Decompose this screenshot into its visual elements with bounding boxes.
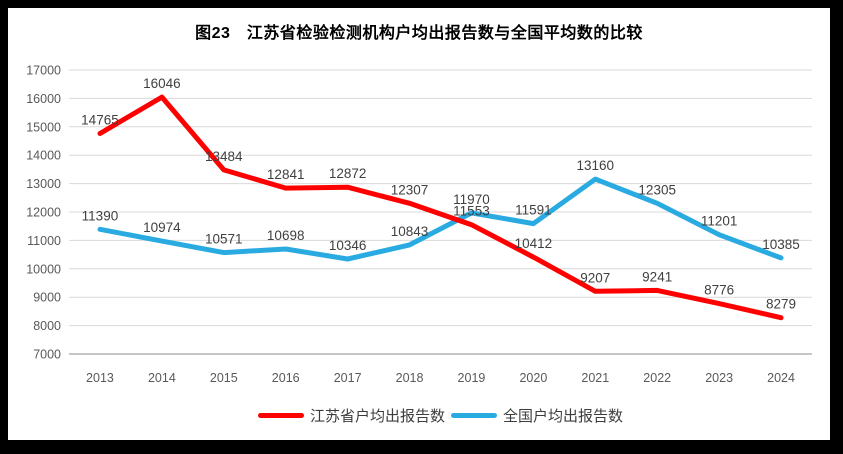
y-tick-label: 14000 <box>26 149 61 163</box>
chart-legend: 江苏省户均出报告数 全国户均出报告数 <box>69 405 812 426</box>
data-label-national: 10843 <box>391 224 429 239</box>
data-label-jiangsu: 10412 <box>515 236 553 251</box>
data-label-national: 10698 <box>267 228 305 243</box>
x-tick-label: 2020 <box>519 371 547 385</box>
y-tick-label: 10000 <box>26 262 61 276</box>
x-tick-label: 2021 <box>581 371 609 385</box>
x-tick-label: 2022 <box>643 371 671 385</box>
data-label-jiangsu: 14765 <box>81 112 119 127</box>
series-line-national <box>97 176 784 262</box>
data-label-jiangsu: 9207 <box>580 270 610 285</box>
y-tick-label: 13000 <box>26 177 61 191</box>
series-line-jiangsu <box>97 94 784 321</box>
data-label-jiangsu: 12872 <box>329 166 367 181</box>
y-tick-label: 8000 <box>33 319 61 333</box>
x-tick-label: 2023 <box>705 371 733 385</box>
data-label-jiangsu: 8279 <box>766 297 796 312</box>
data-label-national: 11201 <box>701 214 738 229</box>
data-label-jiangsu: 8776 <box>704 283 734 298</box>
line-chart: 7000 8000 9000 10000 11000 12000 13000 14000 150… <box>26 64 812 385</box>
chart-title: 图23 江苏省检验检测机构户均出报告数与全国平均数的比较 <box>195 25 643 42</box>
x-tick-label: 2015 <box>210 371 238 385</box>
y-tick-label: 11000 <box>27 234 61 248</box>
legend-line-swatch-jiangsu <box>257 413 304 418</box>
y-tick-label: 7000 <box>33 348 61 362</box>
data-label-national: 10974 <box>143 220 181 235</box>
legend-label-national: 全国户均出报告数 <box>503 408 624 425</box>
data-label-jiangsu: 12307 <box>391 182 429 197</box>
data-label-jiangsu: 13484 <box>205 149 243 164</box>
y-tick-label: 15000 <box>26 120 61 134</box>
y-tick-label: 17000 <box>26 64 61 78</box>
data-label-national: 11390 <box>82 208 119 223</box>
chart-panel: 图23 江苏省检验检测机构户均出报告数与全国平均数的比较 7000 8000 900… <box>8 8 830 440</box>
x-tick-label: 2013 <box>86 371 114 385</box>
data-label-jiangsu: 12841 <box>267 167 305 182</box>
data-label-national: 10385 <box>762 237 800 252</box>
data-label-national: 13160 <box>577 158 615 173</box>
legend-item-national: 全国户均出报告数 <box>451 405 623 426</box>
legend-label-jiangsu: 江苏省户均出报告数 <box>309 408 445 425</box>
x-tick-label: 2018 <box>396 371 424 385</box>
data-label-national: 11591 <box>515 203 552 218</box>
data-label-jiangsu: 9241 <box>642 269 672 284</box>
x-tick-label: 2014 <box>148 371 176 385</box>
data-label-national: 12305 <box>638 182 676 197</box>
legend-item-jiangsu: 江苏省户均出报告数 <box>257 405 445 426</box>
y-tick-label: 9000 <box>33 291 61 305</box>
y-tick-label: 16000 <box>26 92 61 106</box>
x-tick-label: 2017 <box>334 371 362 385</box>
x-tick-label: 2024 <box>767 371 795 385</box>
data-label-national: 10346 <box>329 238 367 253</box>
x-tick-label: 2019 <box>458 371 486 385</box>
y-tick-label: 12000 <box>26 206 61 220</box>
legend-line-swatch-national <box>451 413 497 418</box>
data-label-jiangsu: 16046 <box>143 76 181 91</box>
data-label-national: 10571 <box>205 232 243 247</box>
data-label-jiangsu: 11553 <box>453 204 490 219</box>
data-label-national: 11970 <box>453 192 490 207</box>
x-tick-label: 2016 <box>272 371 300 385</box>
